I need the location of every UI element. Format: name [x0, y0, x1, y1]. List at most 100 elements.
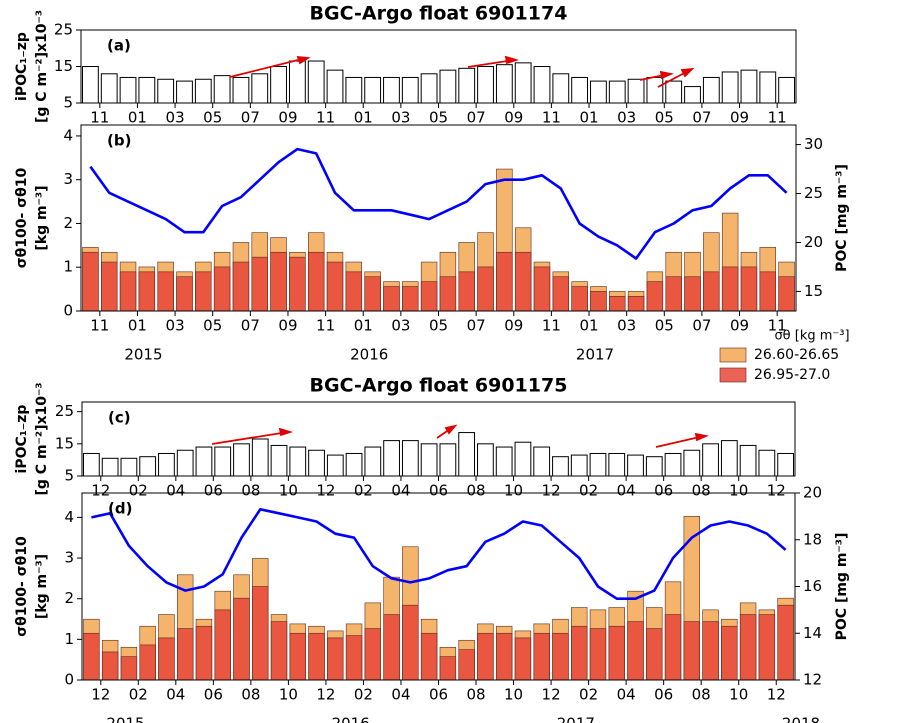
- y2-tick-label: 12: [803, 671, 822, 689]
- x-tick-label: 11: [90, 109, 109, 127]
- bar: [646, 76, 664, 104]
- bar: [158, 452, 175, 477]
- bar: [120, 656, 138, 681]
- x-tick-label: 01: [579, 317, 598, 335]
- bar: [721, 625, 738, 681]
- y2-tick-label: 15: [804, 282, 823, 300]
- y-tick-label: 3: [63, 170, 73, 188]
- bar: [364, 276, 381, 312]
- x-tick-label: 03: [166, 109, 185, 127]
- bar: [83, 632, 100, 681]
- x-tick-label: 11: [542, 317, 561, 335]
- x-tick-label: 11: [768, 317, 787, 335]
- bar: [665, 80, 683, 104]
- x-tick-label: 12: [316, 686, 335, 704]
- y-tick-label: 2: [63, 214, 73, 232]
- bar: [83, 452, 100, 477]
- y2-tick-label: 25: [804, 184, 823, 202]
- x-tick-label: 04: [166, 686, 185, 704]
- year-label: 2015: [124, 346, 162, 364]
- x-tick-label: 10: [279, 686, 298, 704]
- y-axis-label: σθ100- σθ10: [14, 168, 30, 269]
- bar: [251, 73, 269, 104]
- x-tick-label: 09: [278, 317, 297, 335]
- bar: [683, 621, 700, 681]
- bar: [740, 266, 758, 312]
- bar: [176, 276, 193, 312]
- bar: [289, 632, 306, 681]
- x-tick-label: 01: [354, 109, 373, 127]
- bar: [326, 261, 344, 312]
- x-tick-label: 09: [730, 317, 749, 335]
- bar: [308, 449, 325, 477]
- y2-tick-label: 14: [803, 624, 822, 642]
- bar: [402, 286, 419, 312]
- bar: [759, 71, 777, 104]
- bar: [345, 76, 363, 104]
- y-tick-label: 1: [63, 258, 73, 276]
- bar: [420, 443, 438, 477]
- bar: [627, 454, 644, 477]
- bar: [777, 604, 794, 681]
- bar: [157, 78, 175, 104]
- bar: [646, 281, 664, 312]
- bar: [252, 586, 269, 681]
- bar: [383, 440, 400, 477]
- bar: [495, 446, 513, 477]
- bar: [609, 296, 626, 312]
- arrowhead: [504, 55, 519, 65]
- bar: [139, 644, 156, 681]
- bar: [570, 454, 588, 477]
- legend-title: σθ [kg m⁻³]: [774, 329, 849, 344]
- bar: [383, 286, 400, 312]
- x-tick-label: 01: [579, 109, 598, 127]
- bar: [496, 251, 513, 312]
- x-tick-label: 09: [278, 109, 297, 127]
- x-tick-label: 11: [90, 317, 109, 335]
- bar: [157, 271, 174, 312]
- y-axis-label: [kg m⁻³]: [34, 554, 50, 619]
- legend-swatch: [719, 367, 747, 383]
- data-layer: [82, 60, 795, 681]
- bar: [533, 446, 551, 477]
- x-tick-label: 03: [391, 317, 410, 335]
- x-tick-label: 07: [467, 109, 486, 127]
- y-tick-label: 5: [64, 467, 74, 485]
- chart-title: BGC-Argo float 6901175: [310, 375, 568, 397]
- y-tick-label: 0: [64, 671, 74, 689]
- legend-swatch: [719, 347, 747, 363]
- bar: [664, 614, 682, 681]
- bar: [720, 440, 738, 477]
- x-tick-label: 05: [203, 109, 222, 127]
- arrowhead: [296, 55, 311, 65]
- bar: [778, 276, 795, 312]
- bar: [364, 446, 382, 477]
- chart-title: BGC-Argo float 6901174: [310, 3, 568, 25]
- trend-arrows: [211, 55, 709, 448]
- y-tick-label: 2: [64, 589, 74, 607]
- y-axis-label: [g C m⁻²]x10⁻³: [34, 383, 50, 496]
- y-tick-label: 15: [55, 434, 74, 452]
- x-tick-label: 11: [768, 109, 787, 127]
- x-tick-label: 03: [617, 109, 636, 127]
- x-tick-label: 02: [579, 482, 598, 500]
- y2-tick-label: 20: [804, 233, 823, 251]
- x-tick-label: 12: [542, 482, 561, 500]
- x-tick-label: 06: [654, 482, 673, 500]
- bar: [345, 635, 363, 681]
- x-tick-label: 04: [391, 482, 410, 500]
- year-label: 2017: [576, 346, 614, 364]
- x-tick-label: 01: [354, 317, 373, 335]
- bar: [777, 452, 794, 477]
- x-tick-label: 08: [466, 482, 485, 500]
- bar: [477, 266, 494, 312]
- y-tick-label: 1: [64, 630, 74, 648]
- bar: [345, 452, 363, 477]
- bar: [533, 266, 551, 312]
- x-tick-label: 08: [241, 686, 260, 704]
- bar: [702, 76, 720, 104]
- bar: [364, 76, 382, 104]
- bar: [571, 625, 588, 681]
- x-tick-label: 10: [279, 482, 298, 500]
- bar: [627, 296, 645, 312]
